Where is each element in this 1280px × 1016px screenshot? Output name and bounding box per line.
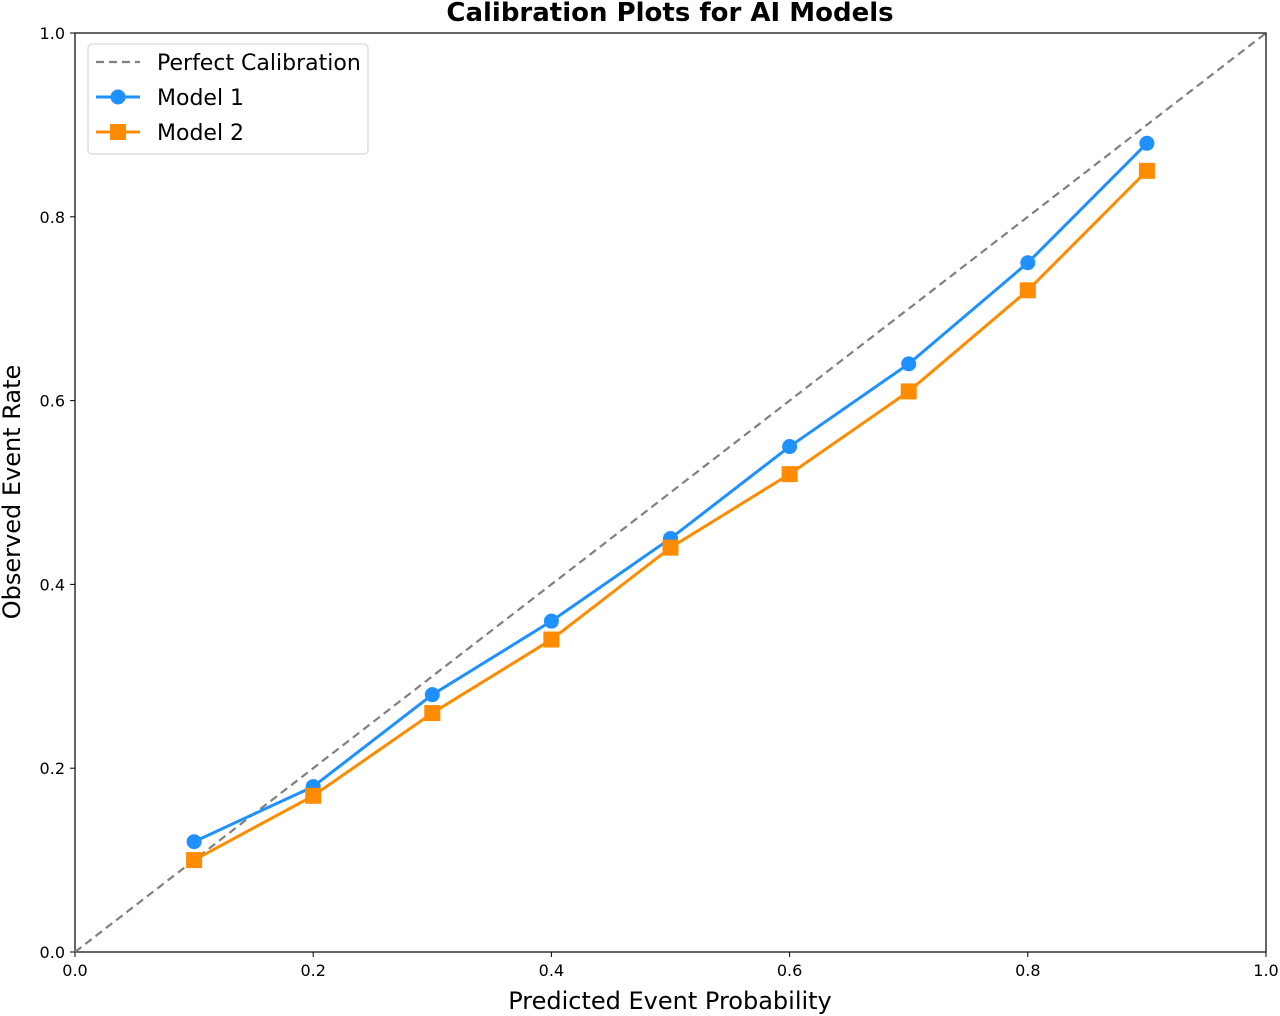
legend-marker [110,124,126,140]
data-point [186,852,203,869]
data-point [662,539,679,556]
y-tick-label: 1.0 [40,24,65,43]
chart-title: Calibration Plots for AI Models [446,0,893,28]
data-point [900,383,917,400]
data-point [424,705,441,722]
legend-marker [110,89,126,105]
data-point [782,439,798,455]
x-tick-label: 0.6 [777,961,802,980]
data-point [1020,255,1036,271]
y-tick-label: 0.6 [40,392,65,411]
data-point [424,687,440,703]
legend-label: Model 1 [157,86,244,111]
legend-label: Model 2 [157,121,244,146]
data-point [543,631,560,648]
data-point [901,356,917,372]
perfect-calibration-line [74,32,1267,953]
data-point [781,466,798,483]
legend-label: Perfect Calibration [157,51,361,76]
legend-item: Model 1 [96,86,244,111]
y-tick-label: 0.8 [40,208,65,227]
data-point [305,787,322,804]
legend-item: Perfect Calibration [96,51,361,76]
y-tick-label: 0.0 [40,943,65,962]
data-point [543,613,559,629]
x-tick-label: 0.8 [1015,961,1040,980]
legend-box [87,43,369,155]
data-point [186,834,202,850]
x-tick-label: 0.4 [539,961,564,980]
data-point [1019,282,1036,299]
x-tick-label: 0.2 [300,961,325,980]
y-tick-label: 0.2 [40,759,65,778]
x-tick-label: 0.0 [62,961,87,980]
y-axis-label: Observed Event Rate [0,365,26,620]
data-point [1138,162,1155,179]
y-tick-label: 0.4 [40,575,65,594]
series-2 [186,162,1155,869]
legend-item: Model 2 [96,121,244,146]
x-tick-label: 1.0 [1253,961,1278,980]
x-axis-label: Predicted Event Probability [508,987,832,1015]
data-point [1139,135,1155,151]
